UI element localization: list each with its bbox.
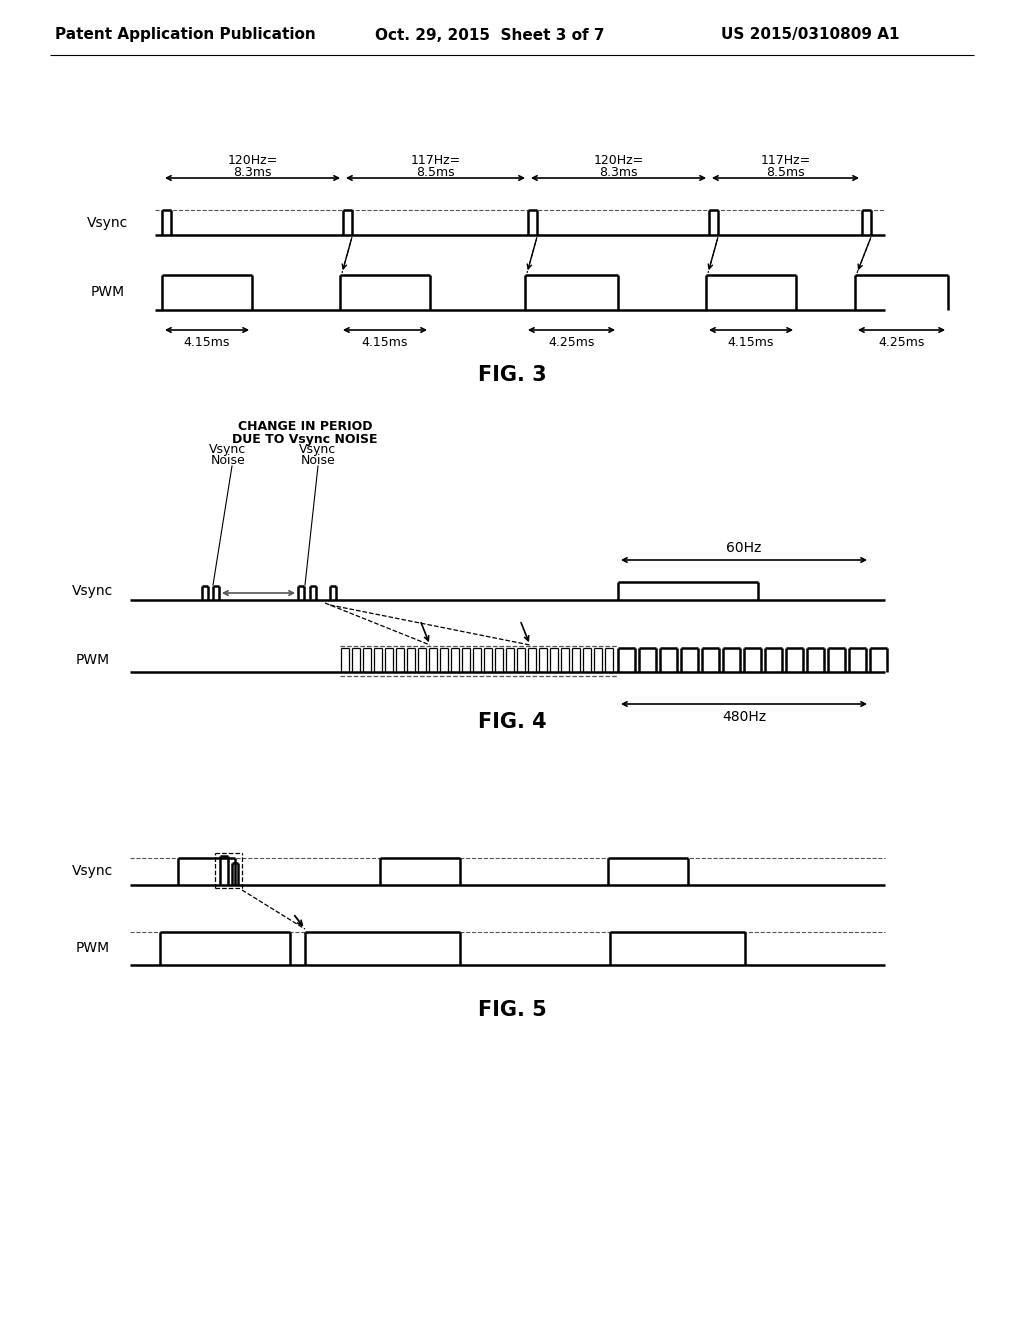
Text: Noise: Noise: [211, 454, 246, 466]
Text: Oct. 29, 2015  Sheet 3 of 7: Oct. 29, 2015 Sheet 3 of 7: [375, 28, 605, 42]
Text: PWM: PWM: [76, 941, 110, 956]
Text: 8.5ms: 8.5ms: [416, 165, 455, 178]
Text: 4.15ms: 4.15ms: [728, 335, 774, 348]
Text: 8.5ms: 8.5ms: [766, 165, 805, 178]
Text: 4.25ms: 4.25ms: [879, 335, 925, 348]
Text: 8.3ms: 8.3ms: [233, 165, 271, 178]
Text: Patent Application Publication: Patent Application Publication: [54, 28, 315, 42]
Text: Vsync: Vsync: [87, 215, 129, 230]
Text: 4.15ms: 4.15ms: [361, 335, 409, 348]
Text: 480Hz: 480Hz: [722, 710, 766, 723]
Text: Vsync: Vsync: [299, 442, 337, 455]
Text: FIG. 4: FIG. 4: [477, 711, 547, 733]
Text: 8.3ms: 8.3ms: [599, 165, 638, 178]
Text: US 2015/0310809 A1: US 2015/0310809 A1: [721, 28, 899, 42]
Text: 4.25ms: 4.25ms: [548, 335, 595, 348]
Text: 117Hz=: 117Hz=: [411, 153, 461, 166]
Text: DUE TO Vsync NOISE: DUE TO Vsync NOISE: [232, 433, 378, 446]
Text: PWM: PWM: [76, 653, 110, 667]
Text: Noise: Noise: [301, 454, 336, 466]
Text: CHANGE IN PERIOD: CHANGE IN PERIOD: [238, 421, 373, 433]
Text: Vsync: Vsync: [73, 865, 114, 879]
Text: 120Hz=: 120Hz=: [227, 153, 278, 166]
Text: FIG. 3: FIG. 3: [477, 366, 547, 385]
Text: FIG. 5: FIG. 5: [477, 1001, 547, 1020]
Text: 117Hz=: 117Hz=: [761, 153, 811, 166]
Text: Vsync: Vsync: [209, 442, 247, 455]
Text: 60Hz: 60Hz: [726, 541, 762, 554]
Text: Vsync: Vsync: [73, 583, 114, 598]
Text: PWM: PWM: [91, 285, 125, 300]
Text: 4.15ms: 4.15ms: [184, 335, 230, 348]
Text: 120Hz=: 120Hz=: [593, 153, 644, 166]
